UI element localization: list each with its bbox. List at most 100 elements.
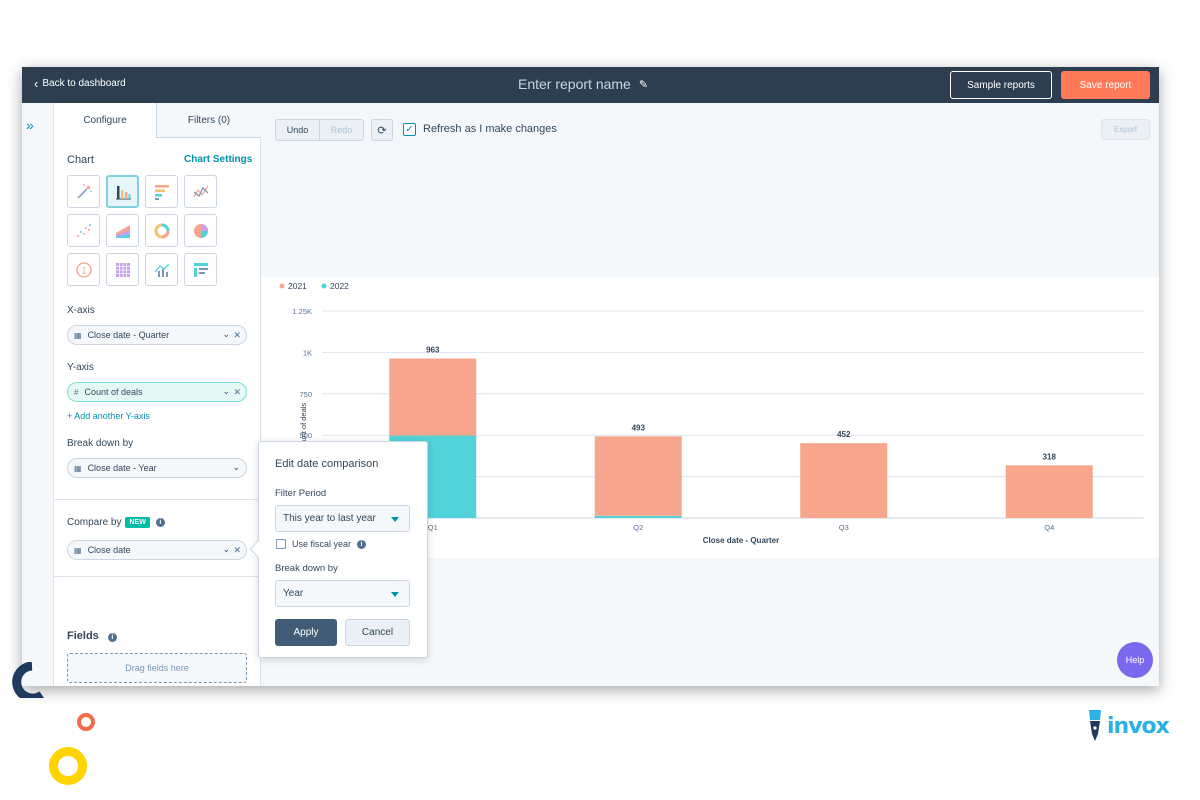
pencil-icon[interactable]: ✎ (638, 78, 649, 91)
pen-nib-logo-icon (1089, 710, 1101, 741)
sidebar-tabs: Configure Filters (0) (54, 103, 261, 138)
break-down-label: Break down by (67, 438, 134, 449)
sample-reports-button[interactable]: Sample reports (950, 71, 1052, 99)
bar-total-label: 963 (426, 346, 440, 355)
chart-type-area[interactable] (106, 214, 139, 247)
popover-title: Edit date comparison (275, 458, 379, 470)
refresh-button[interactable]: ⟳ (371, 119, 393, 141)
y-tick-label: 500 (299, 431, 312, 440)
fields-section-label: Fields i (67, 630, 117, 642)
decorative-ring-icon (49, 747, 87, 785)
decorative-ring-icon (77, 713, 95, 731)
filter-period-select[interactable]: This year to last year (275, 505, 410, 532)
add-another-y-axis-link[interactable]: + Add another Y-axis (67, 411, 150, 421)
configure-sidebar: Configure Filters (0) Chart Chart Settin… (54, 103, 261, 686)
y-axis-label: Y-axis (67, 362, 94, 373)
cancel-button[interactable]: Cancel (345, 619, 410, 646)
close-icon[interactable]: ✕ (233, 387, 241, 397)
plus-icon: + (67, 411, 73, 421)
close-icon[interactable]: ✕ (233, 330, 241, 340)
hash-icon: # (74, 387, 79, 397)
chart-type-horizontal-bar[interactable] (145, 175, 178, 208)
tab-configure[interactable]: Configure (54, 103, 157, 138)
break-down-field-pill[interactable]: ▦ Close date - Year ⌄ (67, 458, 247, 478)
info-icon[interactable]: i (357, 539, 367, 549)
x-axis-field-value: Close date - Quarter (87, 330, 170, 340)
info-icon[interactable]: i (155, 518, 165, 527)
collapsed-rail: » (22, 103, 54, 686)
bar-2021-Q4 (1005, 465, 1093, 518)
chevron-down-icon[interactable]: ⌄ (222, 386, 230, 396)
chart-type-combination[interactable] (145, 253, 178, 286)
invox-logo: invox (1086, 708, 1170, 744)
refresh-icon: ⟳ (377, 124, 387, 137)
drag-fields-dropzone[interactable]: Drag fields here (67, 653, 247, 683)
chart-type-pivot-table[interactable] (106, 253, 139, 286)
chevron-down-icon[interactable]: ⌄ (222, 329, 230, 339)
summary-number-icon: 1 (75, 261, 92, 278)
compare-by-label: Compare by (67, 517, 122, 528)
scatter-chart-icon (76, 223, 91, 237)
chart-type-pie[interactable] (184, 214, 217, 247)
tab-filters[interactable]: Filters (0) (157, 103, 261, 138)
undo-button[interactable]: Undo (276, 120, 320, 140)
break-down-field-value: Close date - Year (87, 463, 157, 473)
table-icon (193, 262, 208, 277)
x-tick-label: Q2 (633, 523, 643, 532)
y-tick-label: 750 (299, 390, 312, 399)
save-report-button[interactable]: Save report (1061, 71, 1150, 99)
top-bar: ‹ Back to dashboard Enter report name ✎ … (22, 67, 1159, 103)
apply-button[interactable]: Apply (275, 619, 337, 646)
double-chevron-right-icon[interactable]: » (26, 117, 34, 133)
close-icon[interactable]: ✕ (233, 545, 241, 555)
caret-down-icon (391, 592, 399, 597)
chart-type-vertical-bar[interactable] (106, 175, 139, 208)
x-tick-label: Q3 (839, 523, 849, 532)
chart-type-table[interactable] (184, 253, 217, 286)
edit-date-comparison-popover: Edit date comparison Filter Period This … (249, 441, 428, 658)
y-axis-field-pill[interactable]: # Count of deals ⌄ ✕ (67, 382, 247, 402)
bar-total-label: 493 (632, 423, 646, 432)
calendar-icon: ▦ (74, 545, 82, 555)
chart-settings-link[interactable]: Chart Settings (184, 154, 253, 165)
popover-break-down-value: Year (283, 588, 304, 599)
fiscal-year-row: Use fiscal year i (292, 539, 367, 549)
chart-type-summary[interactable]: 1 (67, 253, 100, 286)
legend-label-2021: 2021 (288, 281, 307, 291)
x-axis-title: Close date - Quarter (703, 536, 779, 545)
filter-period-value: This year to last year (283, 513, 376, 524)
undo-redo-group: Undo Redo (275, 119, 364, 141)
compare-by-field-pill[interactable]: ▦ Close date ⌄ ✕ (67, 540, 247, 560)
info-icon[interactable]: i (107, 633, 117, 642)
fields-label: Fields (67, 630, 99, 642)
x-tick-label: Q4 (1044, 523, 1054, 532)
decorative-arc-icon (12, 662, 45, 698)
y-axis-title: Count of deals (299, 403, 308, 452)
report-name-field[interactable]: Enter report name ✎ (518, 76, 648, 92)
chevron-down-icon[interactable]: ⌄ (232, 462, 240, 472)
x-axis-field-pill[interactable]: ▦ Close date - Quarter ⌄ ✕ (67, 325, 247, 345)
pie-chart-icon (193, 223, 208, 238)
help-button[interactable]: Help (1117, 642, 1153, 678)
chevron-down-icon[interactable]: ⌄ (222, 544, 230, 554)
refresh-checkbox[interactable]: ✓ (403, 123, 416, 136)
donut-chart-icon (154, 223, 169, 238)
compare-by-row: Compare by NEW i (67, 517, 165, 528)
fiscal-year-checkbox[interactable] (276, 539, 286, 549)
popover-break-down-select[interactable]: Year (275, 580, 410, 607)
bar-2021-Q3 (800, 443, 888, 518)
back-to-dashboard-link[interactable]: ‹ Back to dashboard (34, 77, 126, 90)
bar-2021-Q1 (389, 358, 477, 436)
x-tick-label: Q1 (428, 523, 438, 532)
add-y-axis-label: Add another Y-axis (74, 411, 150, 421)
chart-type-magic-wand[interactable] (67, 175, 100, 208)
chart-type-donut[interactable] (145, 214, 178, 247)
export-button[interactable]: Export (1101, 119, 1150, 140)
chart-type-scatter[interactable] (67, 214, 100, 247)
logo-text: invox (1107, 713, 1170, 739)
chart-type-line[interactable] (184, 175, 217, 208)
caret-down-icon (391, 517, 399, 522)
refresh-checkbox-label: Refresh as I make changes (423, 123, 557, 135)
redo-button[interactable]: Redo (330, 125, 353, 135)
area-chart-icon (115, 224, 130, 238)
